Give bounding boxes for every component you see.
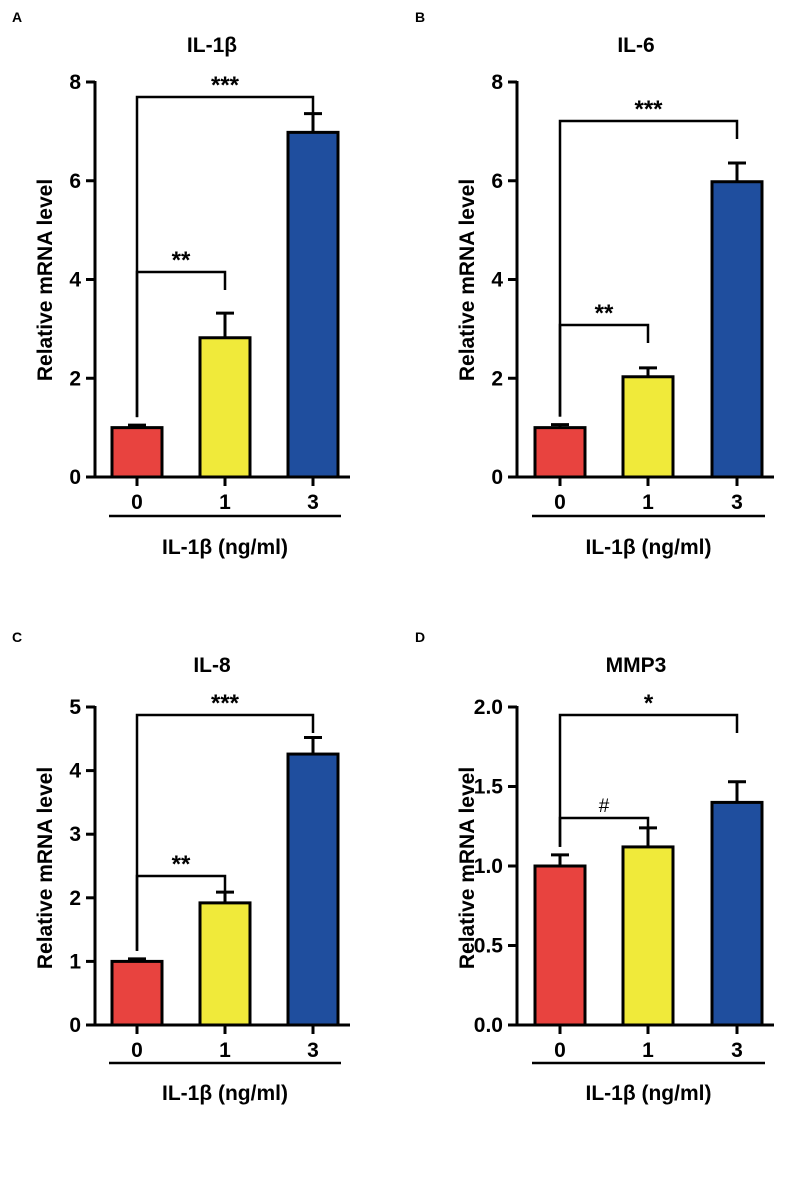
y-tick-label: 0 [69, 466, 81, 489]
y-tick-label: 1.5 [474, 776, 504, 799]
x-axis-label: IL-1β (ng/ml) [162, 1082, 288, 1105]
y-tick-label: 1.0 [474, 855, 503, 878]
y-tick-label: 8 [69, 71, 81, 94]
y-tick-label: 6 [491, 170, 503, 193]
y-tick-label: 8 [491, 71, 503, 94]
bar-3 [710, 800, 764, 1027]
y-tick-label: 0 [69, 1014, 81, 1037]
chart-title: IL-1β [187, 34, 237, 57]
x-tick-label: 0 [131, 491, 143, 514]
panel-letter: B [415, 9, 425, 25]
chart-title: MMP3 [606, 654, 667, 677]
y-tick-label: 1 [69, 950, 81, 973]
y-tick-label: 4 [69, 760, 81, 783]
panel-d: D MMP3 Relative mRNA level 0.0 0.5 1.0 1.5 2.0 0… [415, 629, 774, 1105]
y-axis-label: Relative mRNA level [456, 179, 479, 381]
significance-label: # [599, 796, 610, 817]
panel-b: B IL-6 Relative mRNA level 0 2 4 6 8 0 1 3 IL-1β (n… [415, 9, 774, 559]
y-tick-label: 0.0 [474, 1014, 503, 1037]
x-tick-label: 1 [219, 491, 231, 514]
significance-label: ** [172, 247, 191, 274]
x-tick-label: 3 [731, 491, 743, 514]
significance-bracket [135, 713, 315, 951]
y-tick-label: 3 [69, 823, 81, 846]
significance-label: *** [211, 72, 240, 99]
y-tick-label: 2.0 [474, 696, 503, 719]
y-tick-label: 2 [69, 367, 81, 390]
x-axis-label: IL-1β (ng/ml) [162, 536, 288, 559]
bar-1 [621, 375, 675, 479]
panel-a: A IL-1β Relative mRNA level 0 2 4 6 8 0 1 3 IL-1β (… [12, 9, 350, 559]
bar-0 [533, 864, 587, 1027]
y-tick-label: 0.5 [474, 935, 504, 958]
chart-title: IL-8 [193, 654, 231, 677]
significance-bracket [558, 119, 739, 417]
chart-title: IL-6 [617, 34, 654, 57]
x-tick-label: 3 [307, 491, 319, 514]
bar-0 [110, 426, 164, 479]
significance-label: * [644, 690, 654, 717]
bar-0 [110, 959, 164, 1027]
y-tick-label: 2 [491, 367, 503, 390]
bar-3 [286, 130, 340, 479]
x-tick-label: 3 [307, 1039, 319, 1062]
bar-1 [198, 336, 252, 479]
x-axis-label: IL-1β (ng/ml) [586, 1082, 712, 1105]
significance-bracket [558, 816, 650, 847]
x-tick-label: 0 [554, 1039, 566, 1062]
significance-label: ** [172, 851, 191, 878]
x-tick-label: 3 [731, 1039, 743, 1062]
bar-3 [710, 180, 764, 479]
y-axis-label: Relative mRNA level [456, 767, 479, 969]
x-tick-label: 0 [554, 491, 566, 514]
x-tick-label: 1 [219, 1039, 231, 1062]
y-tick-label: 6 [69, 170, 81, 193]
panel-letter: D [415, 629, 425, 645]
x-axis-label: IL-1β (ng/ml) [586, 536, 712, 559]
y-tick-label: 0 [491, 466, 503, 489]
y-tick-label: 4 [491, 269, 503, 292]
x-tick-label: 1 [642, 1039, 654, 1062]
bar-0 [533, 426, 587, 479]
y-axis-label: Relative mRNA level [34, 179, 57, 381]
significance-label: *** [634, 96, 663, 123]
significance-bracket [135, 95, 315, 418]
panel-letter: C [12, 629, 22, 645]
y-tick-label: 5 [69, 696, 81, 719]
x-tick-label: 0 [131, 1039, 143, 1062]
bar-3 [286, 752, 340, 1027]
significance-bracket [558, 713, 739, 847]
y-tick-label: 2 [69, 887, 81, 910]
significance-label: ** [595, 300, 614, 327]
y-tick-label: 4 [69, 269, 81, 292]
panel-c: C IL-8 Relative mRNA level 0 1 2 3 4 5 0 1 3 IL-1β (… [12, 629, 350, 1105]
x-tick-label: 1 [642, 491, 654, 514]
bar-1 [621, 845, 675, 1027]
panel-letter: A [12, 9, 22, 25]
y-axis-label: Relative mRNA level [34, 767, 57, 969]
bar-1 [198, 901, 252, 1027]
significance-label: *** [211, 690, 240, 717]
